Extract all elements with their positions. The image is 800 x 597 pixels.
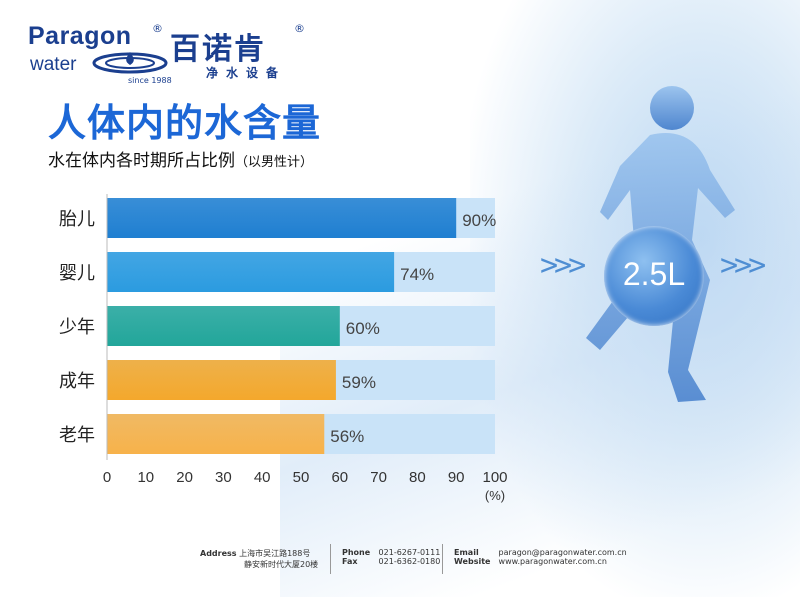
bar [107,306,340,346]
x-tick-label: 70 [370,469,387,486]
x-tick-label: 30 [215,469,232,486]
x-tick-label: 20 [176,469,193,486]
footer-divider [442,544,443,574]
brand-logo: Paragon ® water since 1988 百诺肯 ® 净水设备 [28,22,328,92]
water-drop-icon [92,52,168,74]
water-content-bar-chart: 胎儿 90% 婴儿 74% 少年 60% 成年 59% 老年 56% 0 10 20 30 40 50 60 70… [59,194,508,503]
value-label: 60% [346,319,380,338]
x-tick-label: 40 [254,469,271,486]
category-label: 成年 [59,371,95,392]
x-tick-label: 80 [409,469,426,486]
slide-subtitle: 水在体内各时期所占比例（以男性计） [48,146,313,171]
bar [107,360,336,400]
value-label: 74% [400,265,434,284]
x-tick-label: 100 [482,469,507,486]
slide-title: 人体内的水含量 [48,101,322,145]
footer-divider [330,544,331,574]
footer-address: Address 上海市吴江路188号 静安新时代大厦20楼 [200,548,318,570]
address-line2: 静安新时代大厦20楼 [244,560,319,569]
logo-brand-cn-sub: 净水设备 [206,66,287,80]
value-label: 59% [342,373,376,392]
subtitle-note: （以男性计） [235,155,314,170]
value-label: 90% [462,211,496,230]
x-tick-label: 60 [331,469,348,486]
fax-value: 021-6362-0180 [378,557,441,566]
category-label: 婴儿 [59,263,95,284]
logo-registered-mark-cn: ® [294,22,305,35]
address-label: Address [200,549,237,558]
phone-value: 021-6267-0111 [378,548,441,557]
address-line1: 上海市吴江路188号 [239,549,311,558]
bar [107,252,395,292]
arrows-left-icon: >>> [540,248,586,283]
water-amount-badge: 2.5L [604,226,704,326]
email-label: Email [454,548,479,557]
background-sweep [280,0,800,597]
website-label: Website [454,557,491,566]
logo-since-text: since 1988 [128,76,172,85]
category-label: 胎儿 [59,209,95,230]
x-axis-unit: (%) [485,488,505,503]
water-amount-value: 2.5L [622,256,686,292]
arrows-right-icon: >>> [720,248,766,283]
category-label: 少年 [59,317,95,338]
logo-brand-cn: 百诺肯 [170,32,266,67]
runner-silhouette-icon [586,86,735,402]
subtitle-text: 水在体内各时期所占比例 [48,151,235,171]
logo-brand-water: water [30,54,77,75]
x-tick-label: 0 [103,469,111,486]
logo-brand-en: Paragon [28,22,132,50]
x-tick-label: 50 [293,469,310,486]
value-label: 56% [330,427,364,446]
bar [107,414,325,454]
phone-label: Phone [342,548,371,557]
logo-registered-mark: ® [152,22,163,35]
category-label: 老年 [59,425,95,446]
x-tick-label: 10 [137,469,154,486]
fax-label: Fax [342,557,358,566]
website-link[interactable]: www.paragonwater.com.cn [498,557,607,566]
x-tick-label: 90 [448,469,465,486]
bar [107,198,457,238]
email-link[interactable]: paragon@paragonwater.com.cn [498,548,627,557]
footer-web: Email paragon@paragonwater.com.cn Websit… [454,548,627,566]
footer-phone: Phone 021-6267-0111 Fax 021-6362-0180 [342,548,440,566]
